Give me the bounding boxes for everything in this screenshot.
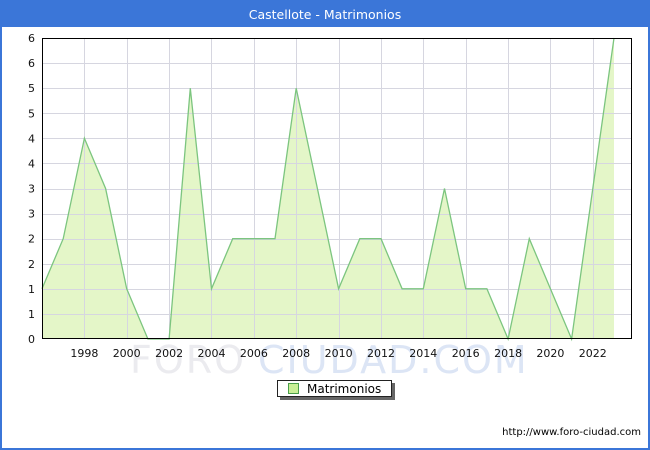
svg-text:3: 3 xyxy=(28,208,35,221)
watermark: FORO CIUDAD.COM xyxy=(130,338,529,382)
svg-text:1: 1 xyxy=(28,308,35,321)
x-axis-labels: 1998 2000 2002 2004 2006 2008 2010 2012 2014 2016… xyxy=(70,347,606,360)
legend: Matrimonios xyxy=(277,380,393,397)
svg-text:0: 0 xyxy=(28,333,35,346)
svg-text:2004: 2004 xyxy=(198,347,226,360)
svg-text:4: 4 xyxy=(28,157,35,170)
svg-text:5: 5 xyxy=(28,107,35,120)
svg-text:2022: 2022 xyxy=(579,347,607,360)
area-outline xyxy=(41,37,615,342)
svg-text:2000: 2000 xyxy=(113,347,141,360)
y-axis-labels: 6 6 5 5 4 4 3 3 2 2 1 1 0 xyxy=(28,32,35,346)
svg-text:2014: 2014 xyxy=(409,347,437,360)
svg-text:3: 3 xyxy=(28,183,35,196)
svg-text:2: 2 xyxy=(28,258,35,271)
plot-border xyxy=(42,38,632,339)
svg-text:2020: 2020 xyxy=(536,347,564,360)
svg-text:2012: 2012 xyxy=(367,347,395,360)
legend-swatch-icon xyxy=(288,383,299,394)
svg-text:CIUDAD.COM: CIUDAD.COM xyxy=(258,338,529,382)
svg-text:5: 5 xyxy=(28,82,35,95)
svg-text:6: 6 xyxy=(28,32,35,45)
chart-title: Castellote - Matrimonios xyxy=(248,7,402,22)
svg-text:2: 2 xyxy=(28,233,35,246)
svg-text:1: 1 xyxy=(28,283,35,296)
svg-text:2002: 2002 xyxy=(155,347,183,360)
svg-text:2016: 2016 xyxy=(452,347,480,360)
chart-title-bar: Castellote - Matrimonios xyxy=(2,2,648,27)
svg-text:2006: 2006 xyxy=(240,347,268,360)
svg-text:2008: 2008 xyxy=(282,347,310,360)
legend-label: Matrimonios xyxy=(307,381,382,396)
svg-text:4: 4 xyxy=(28,132,35,145)
svg-text:2018: 2018 xyxy=(494,347,522,360)
website-url: http://www.foro-ciudad.com xyxy=(502,427,641,438)
svg-text:FORO: FORO xyxy=(130,338,246,382)
svg-text:6: 6 xyxy=(28,57,35,70)
svg-text:1998: 1998 xyxy=(70,347,98,360)
svg-text:2010: 2010 xyxy=(325,347,353,360)
area-fill xyxy=(42,38,614,339)
